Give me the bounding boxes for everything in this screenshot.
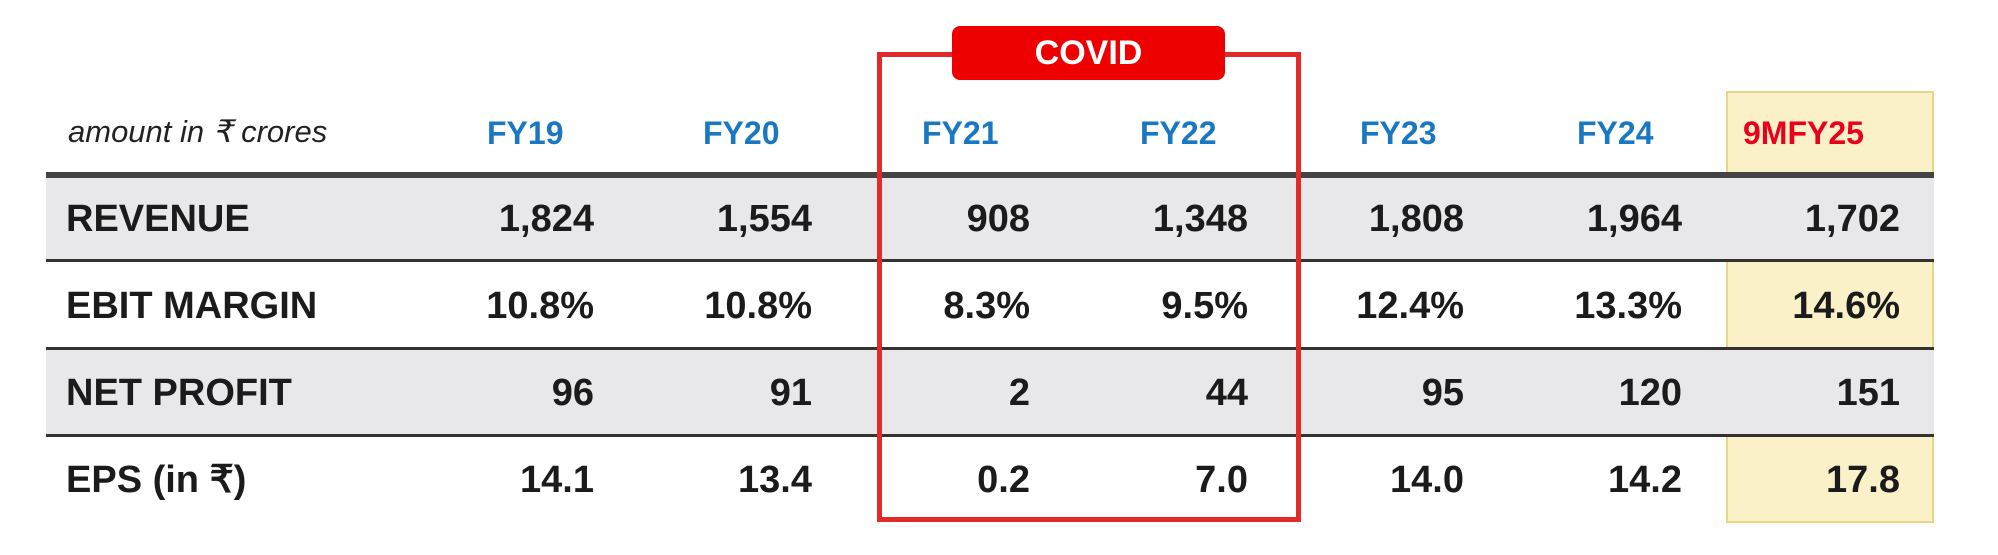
- row-label-ebit-margin: EBIT MARGIN: [66, 285, 318, 327]
- cell-revenue-fy23: 1,808: [1368, 198, 1464, 240]
- row-label-eps: EPS (in ₹): [66, 459, 247, 501]
- cell-ebit-9mfy25: 14.6%: [1792, 285, 1900, 327]
- column-header-fy19: FY19: [487, 115, 564, 151]
- cell-ebit-fy22: 9.5%: [1161, 285, 1248, 327]
- cell-net-profit-fy22: 44: [1205, 372, 1248, 414]
- cell-revenue-9mfy25: 1,702: [1804, 198, 1900, 240]
- cell-ebit-fy19: 10.8%: [486, 285, 594, 327]
- cell-eps-fy22: 7.0: [1195, 459, 1248, 501]
- unit-note: amount in ₹ crores: [68, 114, 328, 149]
- column-header-fy22: FY22: [1140, 115, 1217, 151]
- cell-ebit-fy23: 12.4%: [1356, 285, 1464, 327]
- row-divider: [46, 259, 1934, 262]
- column-header-fy24: FY24: [1577, 115, 1654, 151]
- row-divider: [46, 347, 1934, 350]
- cell-revenue-fy21: 908: [966, 198, 1030, 240]
- cell-net-profit-fy24: 120: [1618, 372, 1682, 414]
- cell-eps-fy19: 14.1: [520, 459, 594, 501]
- cell-ebit-fy21: 8.3%: [943, 285, 1030, 327]
- covid-period-box: [877, 52, 1301, 522]
- row-label-net-profit: NET PROFIT: [66, 372, 292, 414]
- cell-net-profit-fy23: 95: [1421, 372, 1464, 414]
- header-divider: [46, 172, 1934, 178]
- cell-eps-fy23: 14.0: [1390, 459, 1464, 501]
- column-header-fy20: FY20: [703, 115, 780, 151]
- row-divider: [46, 434, 1934, 437]
- cell-revenue-fy19: 1,824: [498, 198, 594, 240]
- cell-ebit-fy24: 13.3%: [1574, 285, 1682, 327]
- covid-label-badge: COVID: [952, 26, 1225, 80]
- column-header-fy21: FY21: [922, 115, 999, 151]
- cell-net-profit-fy20: 91: [769, 372, 812, 414]
- cell-ebit-fy20: 10.8%: [704, 285, 812, 327]
- cell-eps-fy24: 14.2: [1608, 459, 1682, 501]
- column-header-fy23: FY23: [1360, 115, 1437, 151]
- cell-eps-fy20: 13.4: [738, 459, 812, 501]
- row-band-revenue: [46, 176, 1934, 260]
- cell-revenue-fy20: 1,554: [716, 198, 812, 240]
- row-label-revenue: REVENUE: [66, 198, 250, 240]
- cell-revenue-fy22: 1,348: [1152, 198, 1248, 240]
- cell-net-profit-fy19: 96: [551, 372, 594, 414]
- cell-eps-fy21: 0.2: [977, 459, 1030, 501]
- cell-net-profit-fy21: 2: [1008, 372, 1030, 414]
- cell-revenue-fy24: 1,964: [1586, 198, 1682, 240]
- row-band-net-profit: [46, 350, 1934, 436]
- cell-net-profit-9mfy25: 151: [1836, 372, 1900, 414]
- highlighted-column-background: [1726, 91, 1934, 523]
- cell-eps-9mfy25: 17.8: [1826, 459, 1900, 501]
- column-header-9mfy25: 9MFY25: [1743, 115, 1864, 151]
